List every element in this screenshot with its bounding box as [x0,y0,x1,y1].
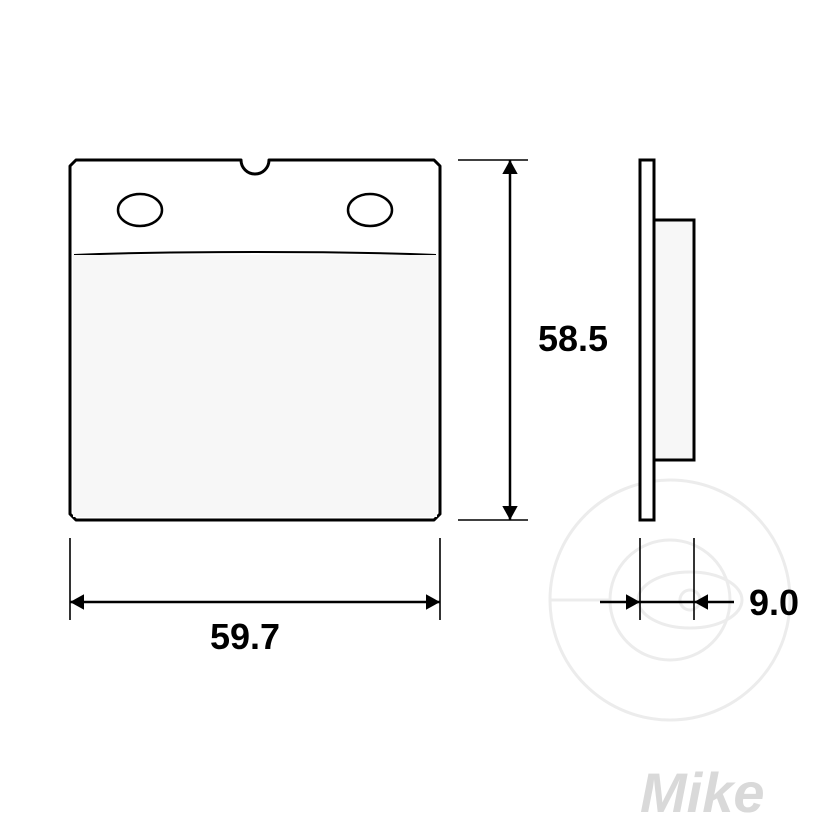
drawing-canvas: 59.7 58.5 9.0 Mike [0,0,833,833]
watermark-text: Mike [640,760,765,825]
dimension-thick-label: 9.0 [749,582,799,624]
dimension-height-label: 58.5 [538,318,608,360]
dimension-width-label: 59.7 [210,616,280,658]
diagram-svg [0,0,833,833]
